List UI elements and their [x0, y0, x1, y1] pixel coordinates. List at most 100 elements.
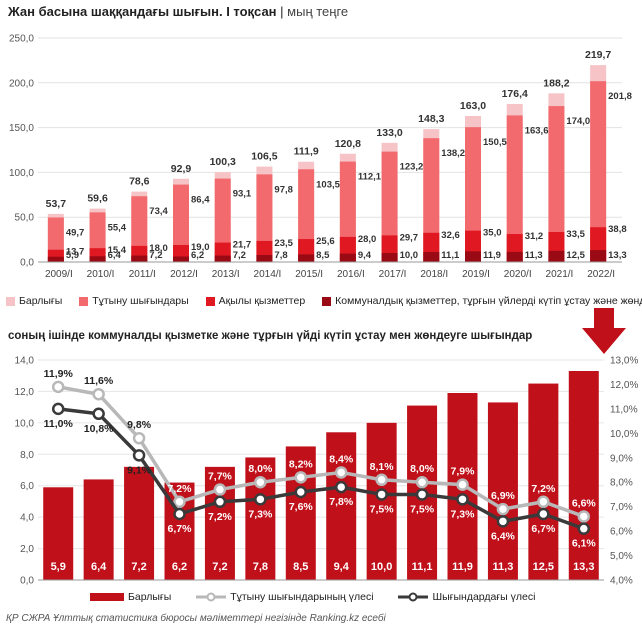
expense-share-label: 10,8% — [84, 423, 114, 435]
expense-share-point — [537, 507, 550, 521]
bottom-y2tick-label: 13,0% — [610, 356, 638, 367]
legend-swatch-paid — [205, 296, 215, 306]
bottom-ytick-label: 14,0 — [15, 356, 35, 367]
label-paid: 38,8 — [608, 224, 627, 235]
expense-share-label: 7,8% — [329, 496, 354, 508]
bar-communal-label: 7,2 — [212, 561, 227, 573]
consumption-share-point — [334, 466, 348, 479]
expense-share-label: 7,3% — [248, 508, 273, 520]
label-total: 78,6 — [129, 176, 150, 188]
bar-communal — [214, 255, 231, 262]
label-paid: 29,7 — [400, 232, 419, 243]
bar-consumption — [339, 161, 356, 262]
bar-communal-label: 6,2 — [172, 561, 187, 573]
bottom-y2tick-label: 8,0% — [610, 478, 633, 489]
bar-consumption — [465, 127, 481, 262]
label-communal: 7,2 — [233, 250, 246, 261]
label-communal: 12,5 — [566, 250, 585, 261]
bar-communal-label: 11,1 — [412, 561, 433, 573]
bar-communal-total — [487, 402, 518, 580]
bar-communal — [256, 255, 273, 262]
expense-share-line — [58, 407, 585, 531]
bar-communal-label: 7,2 — [131, 561, 146, 573]
legend-item-communal: Коммуналдық қызметтер, тұрғын үйлерді кү… — [322, 295, 642, 307]
bottom-ytick-label: 10,0 — [15, 418, 35, 429]
label-total: 111,9 — [294, 146, 319, 158]
label-consumption: 93,1 — [233, 189, 252, 200]
label-communal: 13,3 — [608, 250, 627, 261]
label-communal: 11,1 — [441, 250, 460, 261]
label-consumption: 163,6 — [525, 125, 549, 136]
bar-consumption — [214, 178, 231, 262]
bar-communal — [47, 256, 64, 262]
top-ytick-label: 100,0 — [9, 168, 34, 179]
label-communal: 5,9 — [66, 250, 79, 261]
consumption-share-label: 7,7% — [208, 471, 233, 483]
expense-share-point — [415, 488, 429, 501]
legend-label-total: Барлығы — [19, 295, 63, 307]
label-communal: 10,0 — [400, 250, 419, 261]
title-separator: | — [280, 4, 288, 19]
label-consumption: 86,4 — [191, 195, 210, 206]
label-paid: 13,7 — [66, 247, 85, 258]
legend2-swatch-total — [90, 593, 124, 602]
bar-communal — [465, 251, 481, 262]
bottom-ytick-label: 2,0 — [20, 544, 34, 555]
expense-share-point — [496, 515, 510, 528]
expense-share-label: 9,1% — [127, 464, 152, 476]
consumption-share-label: 7,9% — [451, 466, 476, 478]
legend-label-consumption: Тұтыну шығындары — [92, 295, 189, 307]
expense-share-label: 7,6% — [289, 501, 314, 513]
label-communal: 11,3 — [525, 250, 543, 261]
label-paid: 19,0 — [191, 242, 210, 253]
bottom-ytick-label: 8,0 — [20, 450, 34, 461]
top-ytick-label: 250,0 — [9, 34, 34, 45]
label-total: 163,0 — [460, 100, 486, 112]
bar-communal — [381, 253, 398, 262]
legend2-line-consumption-icon — [196, 592, 227, 602]
expense-share-point — [92, 407, 105, 421]
bar-communal — [506, 251, 523, 262]
bar-consumption — [381, 151, 398, 262]
bar-communal — [339, 253, 356, 262]
bar-communal-label: 6,4 — [91, 561, 107, 573]
legend-item-total: Барлығы — [6, 295, 62, 307]
label-communal: 11,9 — [483, 250, 501, 261]
label-consumption: 49,7 — [66, 227, 85, 238]
consumption-share-point — [173, 495, 186, 509]
bar-communal-total — [43, 487, 74, 580]
bottom-y2tick-label: 12,0% — [610, 380, 638, 391]
expense-share-point — [577, 522, 591, 535]
label-consumption: 97,8 — [274, 184, 293, 195]
label-paid: 15,4 — [108, 245, 127, 256]
chart-unit: мың теңге — [287, 4, 349, 19]
label-communal: 6,4 — [108, 250, 122, 261]
bar-communal-label: 10,0 — [371, 561, 392, 573]
label-communal: 9,4 — [358, 250, 372, 261]
top-xtick-label: 2014/I — [254, 269, 282, 280]
bar-consumption — [506, 115, 523, 262]
expense-share-point — [456, 493, 469, 506]
expense-share-label: 6,7% — [531, 523, 556, 535]
consumption-share-label: 8,2% — [289, 458, 314, 470]
label-consumption: 103,5 — [316, 179, 340, 190]
label-paid: 32,6 — [441, 230, 460, 241]
bar-communal — [131, 255, 148, 262]
label-consumption: 201,8 — [608, 91, 632, 102]
label-total: 133,0 — [376, 127, 402, 139]
label-communal: 6,2 — [191, 250, 204, 261]
consumption-share-point — [415, 475, 429, 489]
top-xtick-label: 2018/I — [420, 269, 448, 280]
bar-communal-total — [326, 432, 357, 580]
legend-label-communal: Коммуналдық қызметтер, тұрғын үйлерді кү… — [335, 295, 642, 307]
consumption-share-label: 8,0% — [248, 463, 273, 475]
bottom-ytick-label: 12,0 — [15, 387, 35, 398]
consumption-share-point — [51, 380, 65, 394]
bottom-y2tick-label: 7,0% — [610, 502, 633, 513]
legend2-item-expense-share: Шығындардағы үлесі — [398, 591, 535, 603]
consumption-share-point — [213, 483, 227, 496]
label-consumption: 73,4 — [149, 206, 168, 217]
bottom-y2tick-label: 10,0% — [610, 429, 638, 440]
label-consumption: 123,2 — [400, 162, 424, 173]
bar-communal — [298, 254, 315, 262]
